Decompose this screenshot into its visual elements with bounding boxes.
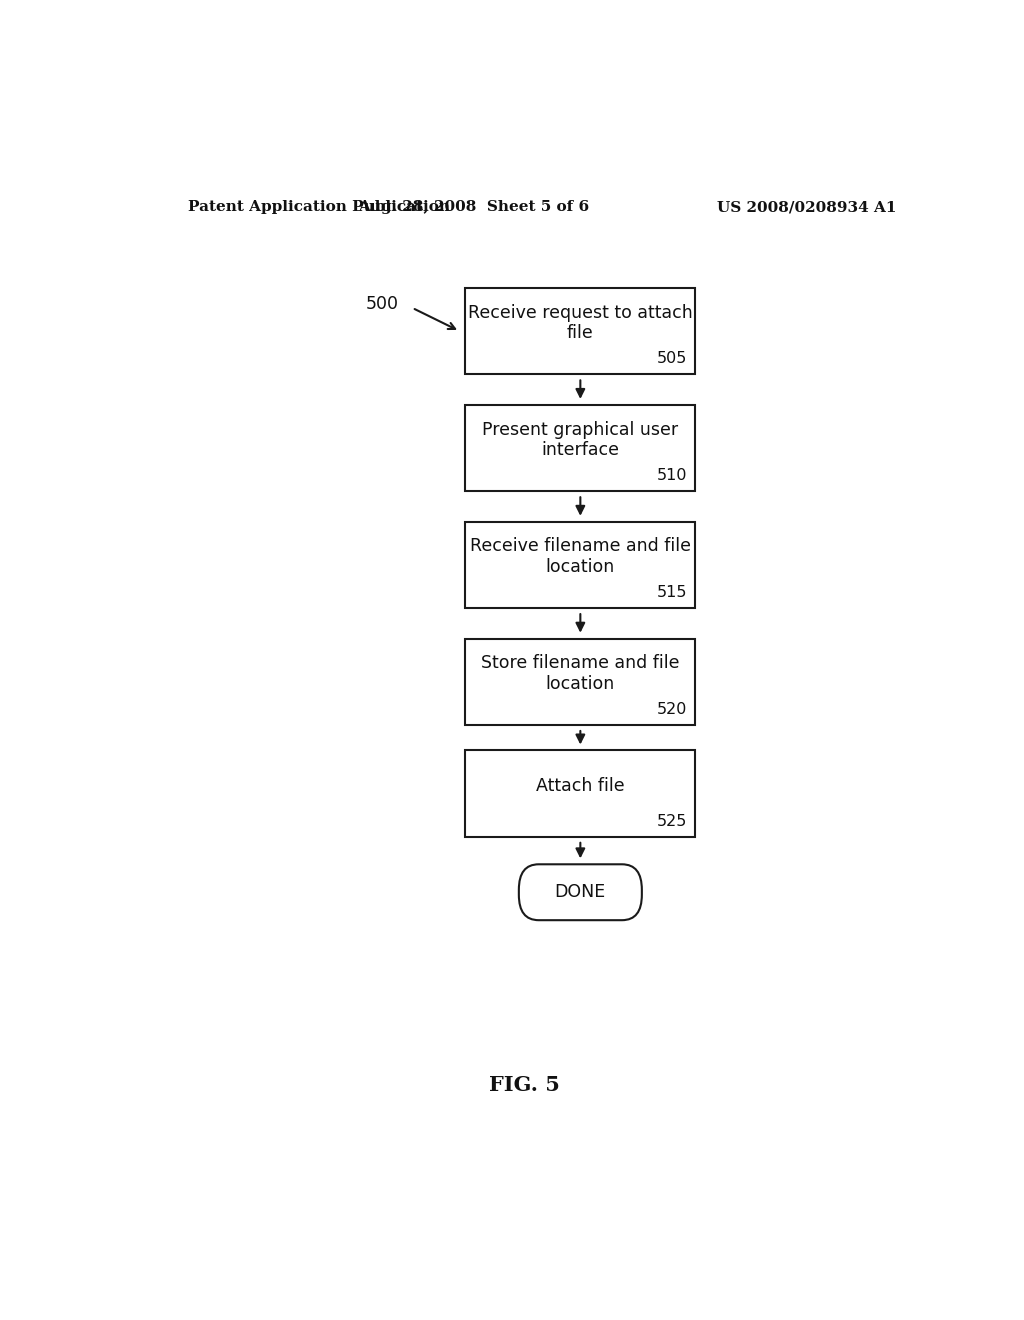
Text: Receive request to attach
file: Receive request to attach file: [468, 304, 692, 342]
Text: Store filename and file
location: Store filename and file location: [481, 655, 680, 693]
FancyBboxPatch shape: [465, 751, 695, 837]
Text: FIG. 5: FIG. 5: [489, 1076, 560, 1096]
Text: 505: 505: [657, 351, 687, 366]
Text: 510: 510: [657, 469, 687, 483]
Text: Aug. 28, 2008  Sheet 5 of 6: Aug. 28, 2008 Sheet 5 of 6: [357, 201, 589, 214]
Text: Present graphical user
interface: Present graphical user interface: [482, 421, 679, 459]
Text: 520: 520: [657, 702, 687, 717]
FancyBboxPatch shape: [465, 521, 695, 609]
FancyBboxPatch shape: [465, 288, 695, 375]
Text: 525: 525: [657, 813, 687, 829]
Text: 515: 515: [657, 585, 687, 601]
FancyBboxPatch shape: [465, 639, 695, 725]
Text: DONE: DONE: [555, 883, 606, 902]
Text: 500: 500: [367, 294, 399, 313]
FancyBboxPatch shape: [465, 405, 695, 491]
FancyBboxPatch shape: [519, 865, 642, 920]
Text: Patent Application Publication: Patent Application Publication: [187, 201, 450, 214]
Text: Receive filename and file
location: Receive filename and file location: [470, 537, 691, 577]
Text: Attach file: Attach file: [536, 776, 625, 795]
Text: US 2008/0208934 A1: US 2008/0208934 A1: [717, 201, 896, 214]
